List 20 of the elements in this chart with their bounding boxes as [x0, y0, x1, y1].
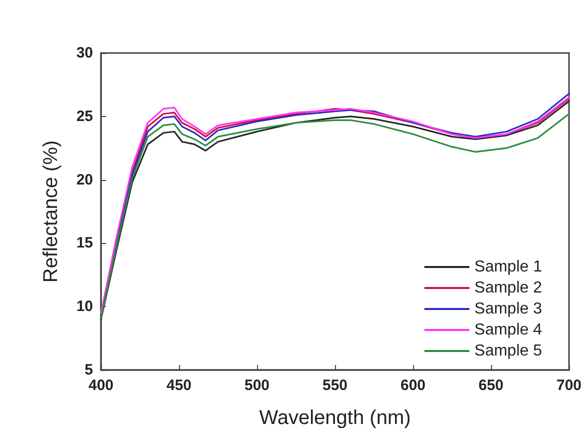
x-axis-title: Wavelength (nm)	[259, 407, 411, 429]
legend-label: Sample 1	[474, 258, 542, 276]
legend-label: Sample 5	[474, 342, 542, 360]
x-tick-label: 400	[88, 377, 114, 394]
y-tick-label: 15	[76, 234, 93, 252]
y-tick-label: 25	[76, 108, 93, 125]
x-tick-label: 500	[244, 377, 270, 394]
y-tick-label: 5	[84, 362, 93, 378]
y-tick-label: 10	[76, 298, 93, 316]
legend-label: Sample 4	[474, 322, 542, 338]
x-tick-label: 700	[556, 377, 582, 394]
x-tick-label: 550	[322, 377, 348, 394]
legend-label: Sample 2	[474, 280, 542, 296]
x-tick-label: 600	[400, 377, 426, 394]
x-tick-label: 450	[166, 377, 192, 394]
y-axis-title: Reflectance (%)	[40, 140, 62, 283]
y-tick-label: 20	[76, 171, 93, 188]
legend-label: Sample 3	[474, 300, 542, 318]
y-tick-label: 30	[76, 44, 93, 62]
x-tick-label: 650	[478, 377, 504, 394]
